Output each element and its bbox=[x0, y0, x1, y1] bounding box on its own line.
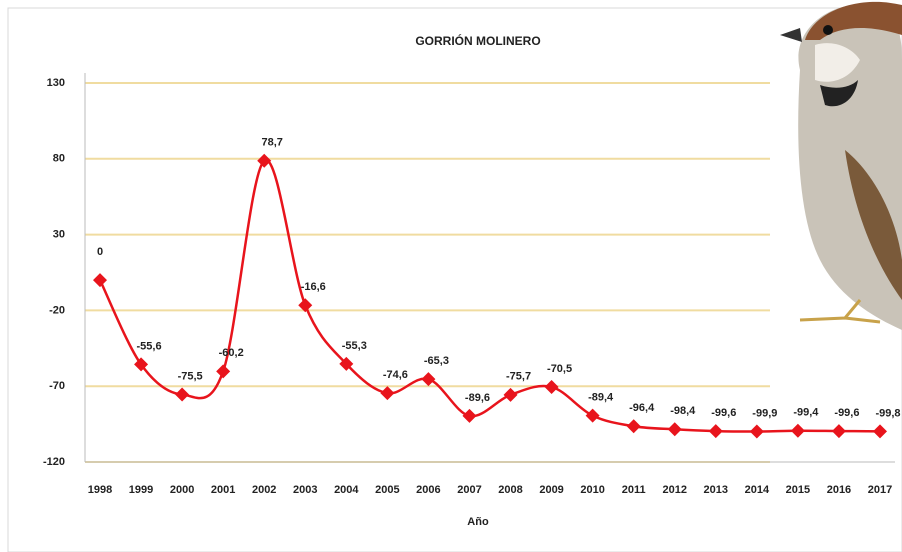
data-label: -75,5 bbox=[178, 370, 203, 382]
marker bbox=[873, 424, 887, 439]
data-label: -99,6 bbox=[834, 407, 859, 419]
data-label: -99,6 bbox=[711, 407, 736, 419]
x-tick-label: 2006 bbox=[416, 484, 440, 496]
data-label: 78,7 bbox=[261, 137, 282, 149]
x-tick-label: 2009 bbox=[539, 484, 563, 496]
x-tick-label: 2012 bbox=[662, 484, 686, 496]
marker bbox=[134, 357, 149, 372]
data-label: -89,4 bbox=[588, 392, 614, 404]
marker bbox=[749, 424, 764, 439]
x-tick-label: 2013 bbox=[704, 484, 728, 496]
chart-frame bbox=[7, 7, 902, 552]
x-tick-label: 2001 bbox=[211, 484, 235, 496]
x-tick-label: 2011 bbox=[622, 484, 646, 496]
marker bbox=[380, 386, 395, 401]
data-label: -65,3 bbox=[424, 355, 449, 367]
x-tick-label: 2017 bbox=[868, 484, 892, 496]
x-tick-label: 2004 bbox=[334, 484, 359, 496]
data-label: -74,6 bbox=[383, 369, 408, 381]
x-tick-label: 2008 bbox=[498, 484, 522, 496]
x-tick-label: 2010 bbox=[580, 484, 604, 496]
y-tick-label: -70 bbox=[49, 380, 65, 392]
plot: -120 -70 -20 30 80 130 1998 1999 2000 2001 2002 200… bbox=[43, 73, 901, 496]
x-axis-label: Año bbox=[467, 516, 489, 528]
marker bbox=[790, 423, 805, 438]
marker bbox=[421, 372, 436, 387]
y-tick-label: -20 bbox=[49, 304, 65, 316]
data-label: -55,6 bbox=[137, 340, 162, 352]
data-label: -96,4 bbox=[629, 402, 655, 414]
marker bbox=[462, 408, 477, 423]
data-label: -99,4 bbox=[793, 407, 819, 419]
data-label: -55,3 bbox=[342, 340, 367, 352]
marker bbox=[175, 387, 190, 402]
data-label: -99,8 bbox=[875, 407, 900, 419]
x-tick-label: 2016 bbox=[827, 484, 851, 496]
marker bbox=[708, 424, 723, 439]
marker bbox=[93, 273, 107, 288]
x-tick-label: 2014 bbox=[745, 484, 770, 496]
data-label: -70,5 bbox=[547, 363, 572, 375]
x-tick-label: 2015 bbox=[786, 484, 810, 496]
marker bbox=[831, 424, 846, 439]
x-tick-label: 2003 bbox=[293, 484, 317, 496]
marker bbox=[339, 356, 354, 371]
x-tick-label: 2005 bbox=[375, 484, 399, 496]
marker bbox=[585, 408, 600, 423]
marker bbox=[544, 379, 559, 394]
data-label: 0 bbox=[97, 246, 103, 258]
marker bbox=[298, 298, 313, 313]
y-tick-label: 30 bbox=[53, 229, 65, 241]
data-label: -60,2 bbox=[219, 347, 244, 359]
x-tick-label: 2002 bbox=[252, 484, 276, 496]
data-label: -98,4 bbox=[670, 405, 696, 417]
marker bbox=[216, 364, 231, 379]
y-tick-label: 80 bbox=[53, 153, 65, 165]
y-tick-label: -120 bbox=[43, 456, 65, 468]
data-label: -16,6 bbox=[301, 281, 326, 293]
x-tick-label: 2007 bbox=[457, 484, 481, 496]
data-label: -75,7 bbox=[506, 371, 531, 383]
y-tick-label: 130 bbox=[47, 77, 65, 89]
sparrow bbox=[780, 1, 902, 330]
marker bbox=[667, 422, 682, 437]
data-label: -99,9 bbox=[752, 407, 777, 419]
x-tick-label: 1998 bbox=[88, 484, 112, 496]
chart-title: GORRIÓN MOLINERO bbox=[415, 33, 540, 48]
x-tick-label: 1999 bbox=[129, 484, 153, 496]
x-tick-label: 2000 bbox=[170, 484, 194, 496]
marker bbox=[626, 419, 641, 434]
marker bbox=[503, 387, 518, 402]
data-label: -89,6 bbox=[465, 392, 490, 404]
marker bbox=[257, 153, 272, 168]
